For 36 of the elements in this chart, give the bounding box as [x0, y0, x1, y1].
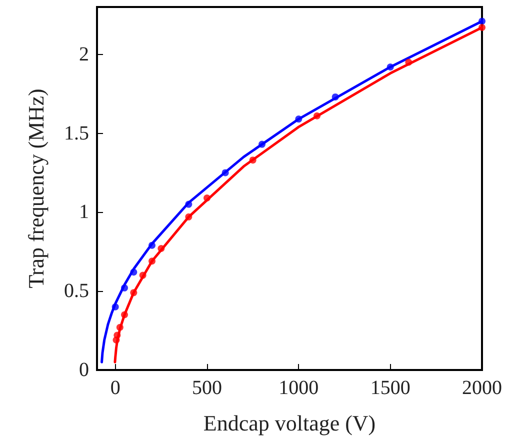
x-tick-label: 2000	[462, 377, 502, 399]
point	[121, 284, 128, 292]
x-axis-title: Endcap voltage (V)	[203, 410, 376, 436]
point	[258, 140, 266, 148]
y-tick-label: 2	[79, 43, 89, 66]
point	[148, 242, 156, 249]
point	[405, 58, 412, 66]
point	[314, 112, 320, 120]
point	[116, 324, 124, 331]
y-tick-label: 0	[79, 359, 89, 381]
point	[249, 156, 256, 164]
point	[185, 200, 192, 208]
point	[386, 63, 394, 70]
x-tick-label: 1500	[370, 377, 410, 399]
point	[139, 272, 146, 279]
x-tick-label: 1000	[278, 377, 319, 399]
point	[204, 194, 210, 202]
point	[114, 332, 121, 339]
point	[130, 289, 138, 296]
y-tick-label: 1.5	[64, 122, 89, 144]
y-axis-title: Trap frequency (MHz)	[24, 88, 48, 288]
point	[332, 93, 339, 100]
y-tick-label: 0.5	[64, 280, 89, 302]
point	[222, 169, 229, 176]
point	[158, 244, 165, 252]
point	[121, 311, 128, 318]
point	[295, 116, 302, 123]
point	[148, 258, 156, 265]
point	[478, 24, 486, 32]
point	[478, 18, 486, 25]
y-tick-label: 1	[79, 201, 89, 224]
x-tick-label: 500	[192, 377, 222, 399]
point	[185, 213, 192, 220]
x-tick-label: 0	[110, 377, 120, 399]
point	[130, 268, 138, 276]
point	[112, 303, 119, 310]
